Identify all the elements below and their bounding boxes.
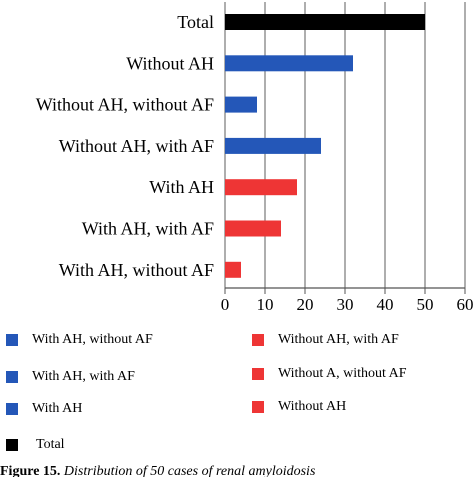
bar-chart: Total Without AH Without AH, without AF Wit… — [36, 2, 474, 314]
category-label: Without AH, without AF — [36, 95, 214, 115]
x-tick-label: 50 — [417, 295, 434, 314]
legend-swatch — [252, 401, 264, 413]
legend-item: Without AH, with AF — [252, 332, 399, 348]
figure-caption: Figure 15. Distribution of 50 cases of r… — [0, 465, 474, 477]
x-tick-label: 0 — [221, 295, 230, 314]
legend-label: Total — [36, 437, 65, 452]
bar — [225, 220, 281, 237]
legend-swatch — [6, 334, 18, 346]
legend-item: Without AH — [252, 399, 346, 415]
legend-label: With AH, with AF — [32, 369, 135, 384]
legend-item: With AH, without AF — [6, 332, 153, 348]
legend-item: With AH, with AF — [6, 369, 135, 385]
bars — [225, 14, 425, 278]
legend-item: Total — [6, 437, 65, 453]
bar — [225, 55, 353, 72]
category-label: Without AH — [126, 53, 214, 73]
x-tick-label: 40 — [377, 295, 394, 314]
x-tick-label: 20 — [297, 295, 314, 314]
legend-label: Without AH — [278, 399, 347, 414]
x-axis — [224, 287, 466, 294]
caption-text: Distribution of 50 cases of renal amyloi… — [63, 465, 316, 477]
legend-swatch — [6, 371, 18, 383]
category-label: With AH — [149, 177, 214, 197]
bar — [225, 179, 297, 196]
legend-item: Without A, without AF — [252, 366, 407, 382]
legend-item: With AH — [6, 401, 82, 417]
caption-label: Figure 15. — [0, 465, 61, 477]
legend-label: With AH, without AF — [32, 332, 153, 347]
category-labels: Total Without AH Without AH, without AF Wit… — [36, 12, 214, 280]
bar — [225, 14, 425, 30]
category-label: Without AH, with AF — [59, 136, 214, 156]
bar — [225, 137, 321, 154]
legend: With AH, without AF With AH, with AF Wit… — [0, 328, 474, 458]
x-tick-label: 60 — [457, 295, 474, 314]
legend-label: Without AH, with AF — [278, 332, 399, 347]
legend-swatch — [252, 368, 264, 380]
x-tick-label: 10 — [257, 295, 274, 314]
category-label: With AH, with AF — [82, 219, 214, 239]
legend-label: Without A, without AF — [278, 366, 407, 381]
category-label: With AH, without AF — [59, 260, 214, 280]
legend-swatch — [6, 439, 18, 451]
legend-swatch — [6, 403, 18, 415]
bar — [225, 261, 241, 278]
legend-label: With AH — [32, 401, 83, 416]
x-tick-labels: 0 10 20 30 40 50 60 — [221, 295, 474, 314]
legend-swatch — [252, 334, 264, 346]
bar — [225, 96, 257, 113]
category-label: Total — [177, 12, 214, 32]
x-tick-label: 30 — [337, 295, 354, 314]
